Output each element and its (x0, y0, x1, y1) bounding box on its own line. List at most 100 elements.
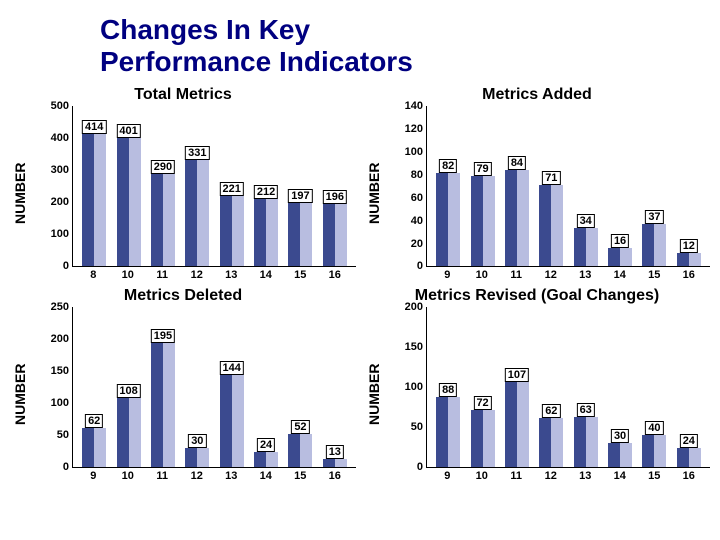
bar: 108 (117, 398, 141, 467)
bar-value-label: 34 (577, 214, 595, 228)
x-tick: 15 (637, 269, 672, 281)
page: Changes In Key Performance Indicators To… (0, 0, 720, 540)
bar: 52 (288, 434, 312, 467)
y-tick: 20 (387, 238, 423, 250)
x-tick: 15 (283, 269, 318, 281)
bar-slot: 72 (465, 307, 499, 467)
panel-revised: Metrics Revised (Goal Changes) NUMBER 05… (364, 287, 710, 482)
x-tick: 9 (430, 269, 465, 281)
x-tick: 14 (249, 269, 284, 281)
bar-value-label: 107 (505, 368, 529, 382)
bar-value-label: 79 (473, 162, 491, 176)
x-tick: 10 (465, 269, 500, 281)
bar-slot: 52 (283, 307, 317, 467)
bar-value-label: 414 (82, 120, 106, 134)
x-tick: 14 (249, 470, 284, 482)
x-tick: 14 (603, 470, 638, 482)
bar-value-label: 212 (254, 185, 278, 199)
x-tick: 11 (499, 470, 534, 482)
x-tick: 12 (180, 269, 215, 281)
bar-slot: 12 (672, 106, 706, 266)
bar-value-label: 30 (188, 434, 206, 448)
x-tick: 11 (145, 470, 180, 482)
y-tick: 140 (387, 100, 423, 112)
bar-slot: 37 (637, 106, 671, 266)
bar-value-label: 37 (645, 210, 663, 224)
bar: 13 (323, 459, 347, 467)
x-tick: 14 (603, 269, 638, 281)
y-tick: 50 (33, 429, 69, 441)
bar-value-label: 62 (542, 404, 560, 418)
bar-slot: 221 (215, 106, 249, 266)
bar: 24 (677, 448, 701, 467)
y-label-revised: NUMBER (364, 307, 384, 482)
bar: 62 (82, 428, 106, 468)
bar: 144 (220, 375, 244, 467)
bar-slot: 290 (146, 106, 180, 266)
bar-slot: 40 (637, 307, 671, 467)
bar-slot: 195 (146, 307, 180, 467)
bar-slot: 107 (500, 307, 534, 467)
bar: 30 (608, 443, 632, 467)
bar-value-label: 13 (326, 445, 344, 459)
chart-revised: NUMBER 050100150200 88721076263304024 91… (364, 307, 710, 482)
bar: 221 (220, 196, 244, 267)
bar: 196 (323, 204, 347, 267)
bar-value-label: 62 (85, 414, 103, 428)
bar-value-label: 221 (220, 182, 244, 196)
bar-value-label: 108 (116, 384, 140, 398)
x-tick: 13 (214, 269, 249, 281)
plot-added: 020406080100120140 8279847134163712 (426, 106, 710, 267)
bar: 37 (642, 224, 666, 266)
bar-slot: 24 (249, 307, 283, 467)
bar: 40 (642, 435, 666, 467)
y-tick: 100 (33, 397, 69, 409)
y-tick: 200 (33, 333, 69, 345)
bar-slot: 63 (569, 307, 603, 467)
bar-value-label: 144 (220, 361, 244, 375)
bar-slot: 24 (672, 307, 706, 467)
plot-revised: 050100150200 88721076263304024 (426, 307, 710, 468)
main-title: Changes In Key Performance Indicators (100, 14, 710, 78)
y-tick: 80 (387, 169, 423, 181)
bar-value-label: 84 (508, 156, 526, 170)
bar: 63 (574, 417, 598, 467)
x-tick: 10 (111, 269, 146, 281)
x-tick: 15 (283, 470, 318, 482)
y-tick: 100 (33, 228, 69, 240)
x-tick: 9 (430, 470, 465, 482)
y-tick: 250 (33, 301, 69, 313)
y-label-added: NUMBER (364, 106, 384, 281)
x-tick: 9 (76, 470, 111, 482)
bar-slot: 16 (603, 106, 637, 266)
bar-value-label: 72 (473, 396, 491, 410)
x-tick: 10 (465, 470, 500, 482)
bar-value-label: 290 (151, 160, 175, 174)
x-tick: 13 (568, 470, 603, 482)
bar-value-label: 24 (257, 438, 275, 452)
bar-slot: 88 (431, 307, 465, 467)
bar-slot: 30 (180, 307, 214, 467)
y-tick: 500 (33, 100, 69, 112)
panel-deleted: Metrics Deleted NUMBER 050100150200250 6… (10, 287, 356, 482)
y-tick: 150 (33, 365, 69, 377)
y-tick: 0 (33, 260, 69, 272)
bar: 12 (677, 253, 701, 267)
bar: 79 (471, 176, 495, 266)
bar: 107 (505, 382, 529, 468)
bar-value-label: 196 (323, 190, 347, 204)
chart-added: NUMBER 020406080100120140 82798471341637… (364, 106, 710, 281)
bar: 401 (117, 138, 141, 266)
bar-value-label: 197 (288, 189, 312, 203)
bar-value-label: 401 (116, 124, 140, 138)
y-tick: 0 (387, 260, 423, 272)
bar-slot: 82 (431, 106, 465, 266)
bar: 30 (185, 448, 209, 467)
bar-value-label: 88 (439, 383, 457, 397)
x-tick: 13 (568, 269, 603, 281)
bar-value-label: 24 (680, 434, 698, 448)
bar: 34 (574, 228, 598, 267)
bar: 72 (471, 410, 495, 468)
bar-slot: 34 (569, 106, 603, 266)
bar: 212 (254, 199, 278, 267)
